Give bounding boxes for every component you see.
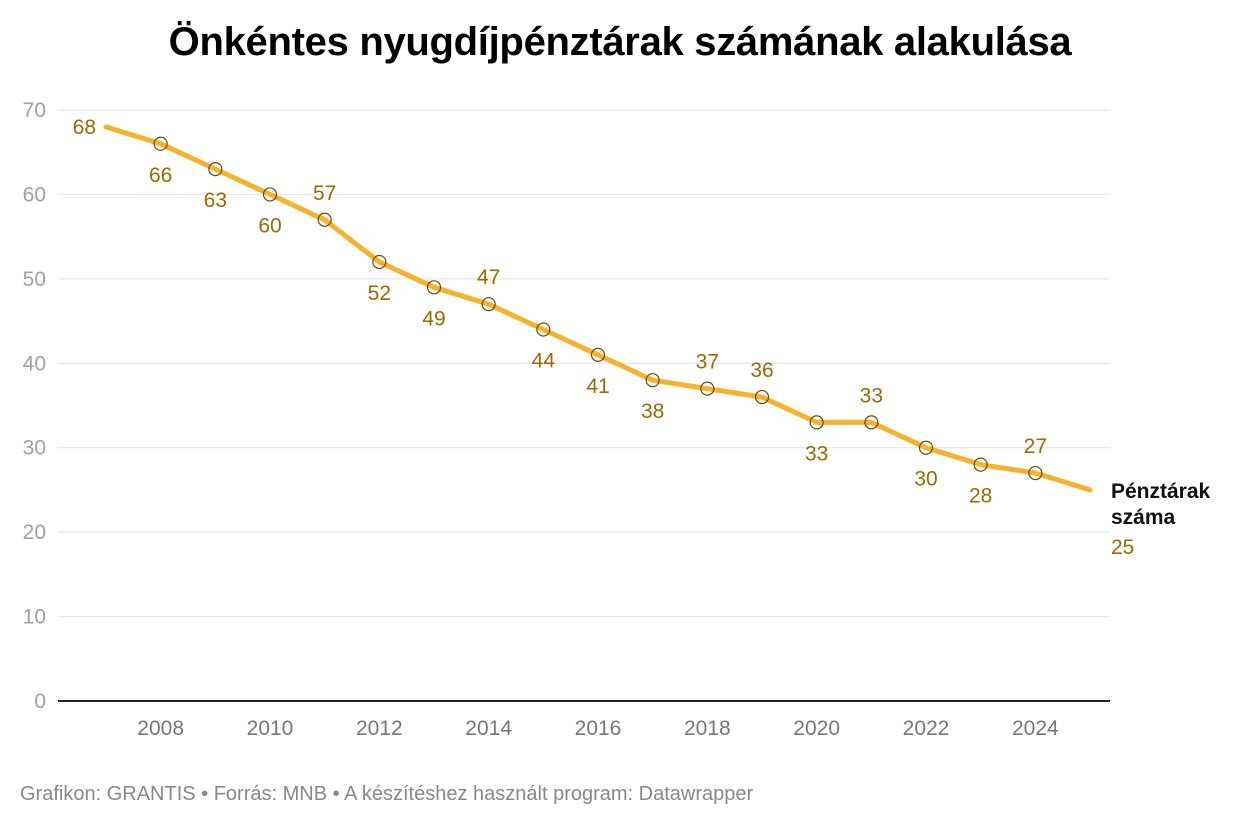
- data-point: [481, 297, 496, 312]
- data-point: [809, 415, 824, 430]
- data-label: 30: [914, 468, 937, 491]
- source-footer: Grafikon: GRANTIS • Forrás: MNB • A kész…: [20, 783, 754, 805]
- data-label: 49: [422, 307, 445, 330]
- data-point: [208, 162, 223, 177]
- data-label: 44: [532, 350, 556, 373]
- chart-title: Önkéntes nyugdíjpénztárak számának alaku…: [168, 20, 1072, 64]
- data-label: 52: [368, 282, 391, 305]
- x-axis-ticks: 2008 2010 2012 2014 2016 2018 2020 2022 2024: [137, 717, 1059, 740]
- x-tick-label: 2012: [356, 717, 403, 740]
- data-point: [317, 212, 332, 227]
- y-tick-label: 20: [23, 521, 46, 544]
- data-labels: 68 66 63 60 57 52 49 47 44 41 38 37 36 33 33 30 28 27 25: [73, 116, 1135, 559]
- data-point: [973, 457, 988, 472]
- y-tick-label: 60: [23, 183, 46, 206]
- data-point: [700, 381, 715, 396]
- x-tick-label: 2018: [684, 717, 731, 740]
- data-point: [426, 280, 442, 295]
- series-end-label: Pénztárak száma: [1111, 480, 1211, 529]
- y-axis-ticks: 0 10 20 30 40 50 60 70: [23, 99, 46, 713]
- data-point: [918, 440, 934, 455]
- x-tick-label: 2014: [465, 717, 512, 740]
- series-line-layer: [103, 124, 1093, 493]
- data-point: [262, 187, 278, 202]
- data-point: [590, 347, 606, 362]
- series-name-word: száma: [1111, 506, 1176, 529]
- x-tick-label: 2008: [137, 717, 184, 740]
- data-label: 63: [204, 189, 227, 212]
- data-label: 38: [641, 400, 664, 423]
- data-label: 28: [969, 485, 992, 508]
- data-label: 25: [1111, 536, 1134, 559]
- data-label: 36: [750, 359, 773, 382]
- data-label: 68: [73, 116, 96, 139]
- data-point: [754, 389, 770, 405]
- data-point: [864, 415, 879, 430]
- series-line-penztarak-szama: [103, 124, 1093, 493]
- series-name-label: Pénztárak száma: [1111, 480, 1211, 529]
- data-label: 27: [1024, 435, 1047, 458]
- data-label: 57: [313, 182, 336, 205]
- gridlines: [58, 109, 1110, 702]
- x-tick-label: 2024: [1012, 717, 1059, 740]
- y-tick-label: 40: [23, 352, 46, 375]
- data-point: [645, 373, 660, 388]
- data-point: [536, 322, 551, 337]
- series-name-word: Pénztárak: [1111, 480, 1211, 503]
- data-label: 37: [696, 351, 719, 374]
- x-tick-label: 2016: [575, 717, 622, 740]
- data-point: [372, 254, 387, 270]
- y-tick-label: 30: [23, 437, 46, 460]
- y-tick-label: 0: [34, 690, 46, 713]
- data-point: [1028, 465, 1043, 481]
- x-tick-label: 2022: [903, 717, 950, 740]
- y-tick-label: 70: [23, 99, 46, 122]
- data-label: 33: [860, 384, 883, 407]
- data-points: [153, 136, 1043, 481]
- data-label: 41: [586, 375, 609, 398]
- data-label: 47: [477, 266, 500, 289]
- x-tick-label: 2010: [247, 717, 294, 740]
- y-tick-label: 50: [23, 268, 46, 291]
- data-point: [153, 136, 168, 151]
- data-label: 60: [258, 214, 281, 237]
- x-tick-label: 2020: [793, 717, 840, 740]
- data-label: 33: [805, 442, 828, 465]
- data-label: 66: [149, 164, 172, 187]
- y-tick-label: 10: [23, 606, 46, 629]
